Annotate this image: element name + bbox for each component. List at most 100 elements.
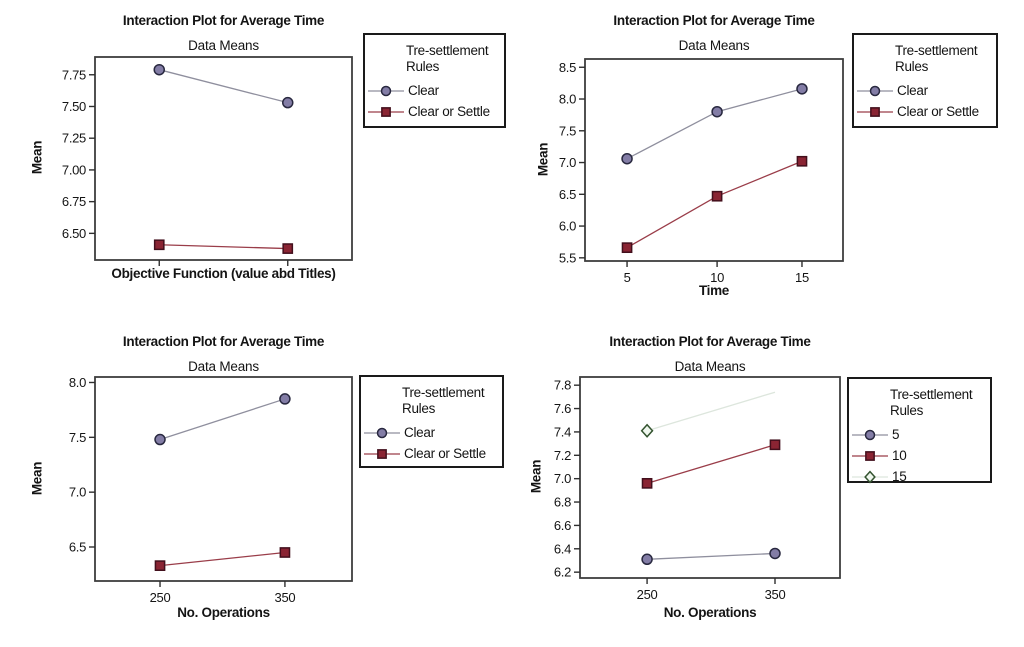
panel-top-left: Interaction Plot for Average Time Data M… [0,0,512,320]
legend-item-15: 15 [849,466,990,487]
legend-box: Tre-settlement Rules Clear Clear or Settl… [852,33,998,128]
legend-items: Clear Clear or Settle [361,422,502,464]
x-tick-label: 15 [795,270,809,285]
series-line-clear [159,398,286,441]
x-axis-label: No. Operations [177,605,270,620]
y-tick-label: 7.50 [62,99,86,114]
series-line-clear [159,69,288,104]
data-point-square-marker [769,439,781,451]
legend-title: Tre-settlement Rules [895,43,978,74]
data-point-square-marker [870,106,880,117]
y-tick-label: 6.75 [62,194,86,209]
chart-subtitle: Data Means [188,38,259,53]
chart-subtitle: Data Means [678,38,750,53]
data-point-circle-marker [154,433,166,446]
legend-items: Clear Clear or Settle [365,80,504,122]
data-point-circle-marker [869,85,881,96]
legend-item-clear: Clear [854,80,996,101]
series-line-10 [646,444,776,484]
y-tick-label: 7.4 [554,424,571,439]
y-tick-label: 5.5 [559,250,576,265]
y-tick-label: 7.6 [554,401,571,416]
legend-item-clear: Clear [361,422,502,443]
y-tick-label: 7.8 [554,378,571,393]
y-tick-label: 8.5 [559,60,576,75]
legend-box: Tre-settlement Rules 5 10 15 [847,377,992,484]
data-point-square-marker [279,547,291,558]
legend-swatch-circle-icon [852,429,888,440]
series-line-clear-or-settle [159,551,285,567]
chart-title: Interaction Plot for Average Time [613,13,815,28]
series-line-15 [646,391,776,432]
legend-swatch-square-icon [364,448,400,459]
series-line-5 [647,552,776,560]
plot-box [579,376,841,579]
data-point-circle-marker [711,105,723,118]
chart-title: Interaction Plot for Average Time [609,334,811,349]
data-point-square-marker [641,477,653,489]
legend-title: Tre-settlement Rules [406,43,489,74]
data-point-circle-marker [769,547,781,560]
panel-bottom-right: Interaction Plot for Average Time Data M… [512,320,1024,647]
y-tick-label: 7.75 [62,67,86,82]
y-tick-label: 8.0 [69,375,86,390]
chart-title: Interaction Plot for Average Time [122,334,325,349]
y-tick-label: 6.2 [554,565,571,580]
legend-swatch-diamond-icon [852,469,888,484]
legend-title: Tre-settlement Rules [402,385,485,416]
legend-item-label: Clear or Settle [897,104,979,119]
legend-swatch-square-icon [368,106,404,117]
data-point-circle-marker [279,393,291,405]
x-tick-label: 250 [150,590,171,605]
data-point-square-marker [377,448,387,459]
y-tick-label: 7.0 [554,471,571,486]
legend-item-label: Clear [408,83,439,98]
x-tick-label: 350 [765,587,786,602]
legend-swatch-circle-icon [857,85,893,96]
legend-item-clear-or-settle: Clear or Settle [365,101,504,122]
x-tick-label: 10 [710,270,724,285]
legend-item-label: 10 [892,448,907,463]
data-point-circle-marker [864,429,876,440]
legend-item-label: Clear [404,425,435,440]
y-tick-label: 6.5 [69,540,86,555]
y-tick-label: 7.0 [559,155,576,170]
y-tick-label: 7.2 [554,448,571,463]
y-tick-label: 6.5 [559,187,576,202]
data-point-square-marker [282,243,294,254]
x-tick-label: 5 [624,270,631,285]
legend-swatch-circle-icon [364,427,400,438]
chart-canvas: 6.50 6.75 7.00 7.25 7.50 7.75 [62,56,353,266]
legend-items: Clear Clear or Settle [854,80,996,122]
legend-item-label: Clear or Settle [404,446,486,461]
y-tick-label: 6.8 [554,495,571,510]
y-tick-label: 7.0 [69,485,86,500]
legend-item-label: Clear or Settle [408,104,490,119]
legend-item-clear: Clear [365,80,504,101]
legend-item-label: 5 [892,427,900,442]
legend-title: Tre-settlement Rules [890,387,973,418]
x-axis-label: Objective Function (value abd Titles) [111,266,336,281]
legend-item-5: 5 [849,424,990,445]
legend-item-clear-or-settle: Clear or Settle [361,443,502,464]
x-tick-label: 250 [637,587,658,602]
data-point-square-marker [711,190,723,202]
legend-box: Tre-settlement Rules Clear Clear or Settl… [363,33,506,128]
data-point-circle-marker [380,85,392,96]
data-point-square-marker [865,450,875,461]
series-line-clear-or-settle [159,244,288,250]
chart-title: Interaction Plot for Average Time [122,13,325,28]
y-tick-label: 6.0 [559,219,576,234]
data-point-circle-marker [621,152,633,165]
y-tick-label: 6.4 [554,541,571,556]
data-point-square-marker [796,155,808,167]
chart-canvas: 5.5 6.0 6.5 7.0 7.5 8.0 8.5 5 10 15 [559,58,844,285]
legend-items: 5 10 15 [849,424,990,487]
plot-box [94,56,353,261]
legend-item-label: Clear [897,83,928,98]
data-point-square-marker [381,106,391,117]
chart-subtitle: Data Means [188,359,259,374]
legend-item-10: 10 [849,445,990,466]
y-tick-label: 8.0 [559,92,576,107]
y-tick-label: 7.25 [62,131,86,146]
